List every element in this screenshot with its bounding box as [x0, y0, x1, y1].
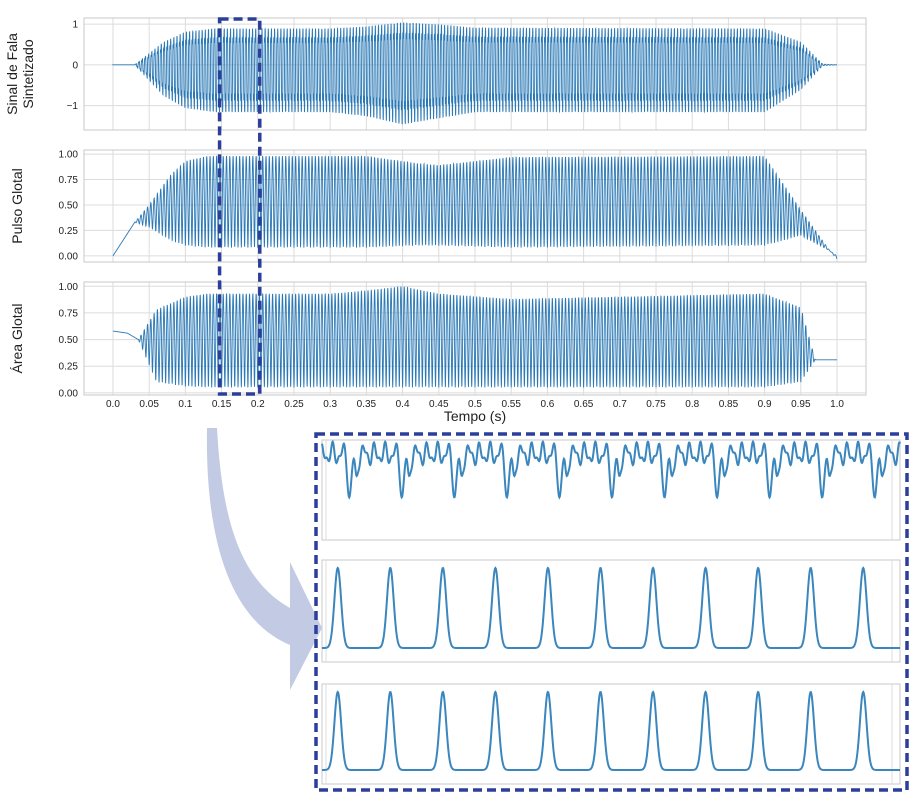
y-tick-label: −1 [67, 101, 79, 112]
signal-trace [112, 22, 838, 125]
y-tick-label: 0.25 [59, 362, 79, 373]
x-tick-label: 0.85 [719, 399, 739, 410]
x-tick-label: 0.15 [212, 399, 232, 410]
zoom-inset [314, 432, 909, 792]
plot-glottal-pulse: 1.00 0.75 0.50 0.25 0.00 Pulso Glotal [9, 149, 867, 263]
x-tick-label: 0.9 [758, 399, 772, 410]
signal-trace [112, 155, 838, 260]
y-tick-label: 0.50 [59, 335, 79, 346]
x-tick-label: 0.95 [791, 399, 811, 410]
x-tick-label: 0.3 [323, 399, 337, 410]
y-tick-label: 0.75 [59, 175, 79, 186]
y-tick-label: 1.00 [59, 150, 79, 161]
zoom-arrow [206, 428, 322, 690]
zoom-trace [322, 690, 900, 771]
plot-speech-signal: 1 0 −1 Sinal de FalaSintetizado [4, 17, 867, 131]
x-tick-label: 0.25 [284, 399, 304, 410]
x-axis-label: Tempo (s) [444, 408, 506, 424]
x-tick-label: 0.45 [429, 399, 449, 410]
x-tick-label: 0.7 [613, 399, 627, 410]
x-tick-label: 0.75 [646, 399, 666, 410]
arrow-shape [206, 428, 322, 690]
x-tick-label: 0.55 [501, 399, 521, 410]
y-tick-label: 0.00 [59, 251, 79, 262]
x-tick-label: 0.6 [540, 399, 554, 410]
x-tick-label: 0.65 [574, 399, 594, 410]
y-tick-label: 0.50 [59, 200, 79, 211]
y-tick-label: 0.25 [59, 226, 79, 237]
y-axis-label: Pulso Glotal [9, 168, 25, 243]
x-tick-label: 0.1 [178, 399, 192, 410]
y-axis-label: Área Glotal [9, 303, 25, 373]
y-axis-label: Sinal de FalaSintetizado [4, 33, 36, 115]
zoom-panel [321, 559, 901, 663]
signal-trace [112, 286, 838, 388]
zoom-panel [321, 439, 901, 541]
zoom-trace [321, 439, 901, 500]
zoom-panel [321, 683, 901, 785]
x-tick-label: 0.4 [396, 399, 410, 410]
y-tick-label: 0 [72, 60, 78, 71]
plot-frame [83, 281, 867, 396]
x-tick-label: 0.8 [685, 399, 699, 410]
zoom-highlight-box [314, 432, 909, 792]
plot-glottal-area: 1.00 0.75 0.50 0.25 0.00 Área Glotal 0.0 0.05 0.… [9, 281, 867, 410]
y-tick-label: 0.75 [59, 308, 79, 319]
zoom-trace [322, 566, 900, 649]
x-tick-label: 1.0 [830, 399, 844, 410]
plot-frame [83, 17, 867, 131]
x-tick-label: 0.05 [139, 399, 159, 410]
y-tick-label: 0.00 [59, 388, 79, 399]
x-tick-label: 0.35 [357, 399, 377, 410]
zoom-frame [321, 683, 901, 785]
highlight-window [217, 17, 262, 396]
y-tick-label: 1 [72, 20, 78, 31]
zoom-frame [321, 559, 901, 663]
plot-frame [83, 149, 867, 263]
highlight-box [217, 17, 262, 396]
x-tick-label: 0.0 [106, 399, 120, 410]
x-tick-label: 0.2 [251, 399, 265, 410]
y-tick-label: 1.00 [59, 282, 79, 293]
x-tick-label: 0.5 [468, 399, 482, 410]
